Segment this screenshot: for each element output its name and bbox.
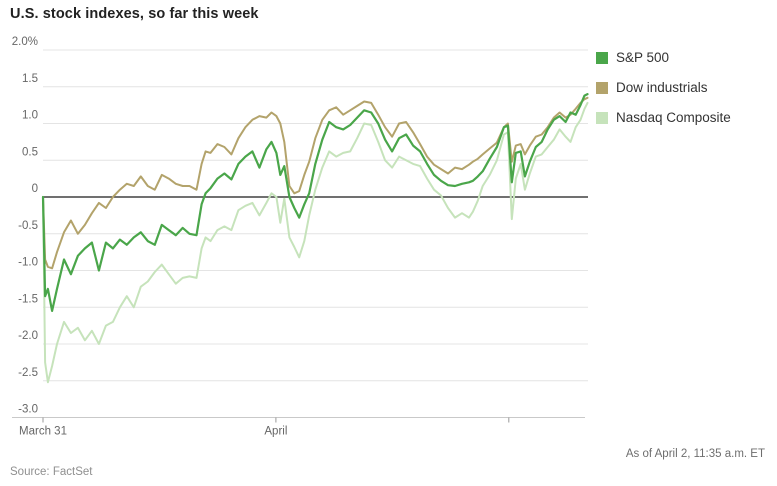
series-line-dow-industrials (42, 96, 589, 270)
legend-label-dow: Dow industrials (616, 80, 708, 95)
y-axis-label: 0.5 (22, 146, 38, 158)
nasdaq-swatch-icon (596, 111, 608, 124)
legend-item-nasdaq: Nasdaq Composite (596, 110, 731, 125)
y-axis-label: -1.0 (18, 257, 38, 269)
chart-title: U.S. stock indexes, so far this week (10, 6, 259, 22)
x-axis-label: March 31 (19, 426, 67, 438)
legend-item-sp500: S&P 500 (596, 50, 731, 65)
y-axis-label: -2.0 (18, 330, 38, 342)
sp500-swatch-icon (596, 51, 608, 64)
y-axis-label: 1.0 (22, 110, 38, 122)
x-axis-label: April (264, 426, 287, 438)
y-axis-label: 0 (32, 183, 38, 195)
as-of-timestamp: As of April 2, 11:35 a.m. ET (625, 448, 765, 460)
legend-label-sp500: S&P 500 (616, 50, 670, 65)
y-axis-label: -1.5 (18, 293, 38, 305)
legend: S&P 500 Dow industrials Nasdaq Composite (596, 50, 731, 125)
y-axis-label: 2.0% (12, 36, 38, 48)
y-axis-label: -2.5 (18, 367, 38, 379)
y-axis-label: 1.5 (22, 73, 38, 85)
series-line-s-p-500 (41, 92, 589, 312)
y-axis-label: -0.5 (18, 220, 38, 232)
series-line-nasdaq-composite (42, 101, 589, 384)
y-axis-label: -3.0 (18, 404, 38, 416)
source-attribution: Source: FactSet (10, 466, 93, 478)
legend-label-nasdaq: Nasdaq Composite (616, 110, 731, 125)
dow-swatch-icon (596, 81, 608, 94)
legend-item-dow: Dow industrials (596, 80, 731, 95)
